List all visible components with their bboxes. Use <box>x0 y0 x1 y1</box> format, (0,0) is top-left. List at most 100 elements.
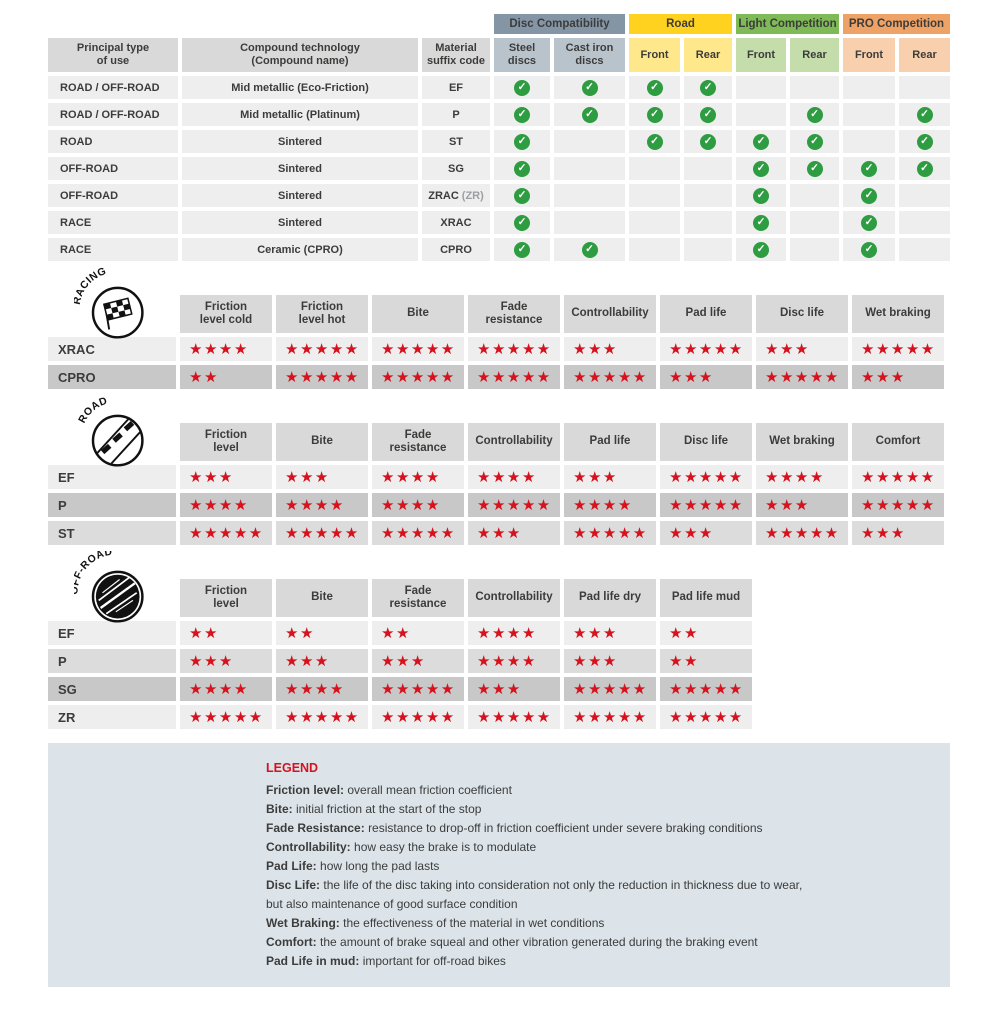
tech-cell: Sintered <box>182 130 418 153</box>
code-text: ST <box>448 135 464 148</box>
column-header: Front <box>843 38 895 72</box>
legend-term: Controllability: <box>266 840 351 854</box>
check-cell: ✓ <box>684 130 732 153</box>
check-cell <box>736 76 786 99</box>
star-rating: ★★★ <box>372 649 464 673</box>
legend-term: Comfort: <box>266 935 317 949</box>
row-label: XRAC <box>48 337 176 361</box>
star-rating: ★★ <box>180 365 272 389</box>
check-cell <box>843 103 895 126</box>
check-cell: ✓ <box>899 157 950 180</box>
check-cell: ✓ <box>899 103 950 126</box>
legend-term: Friction level: <box>266 783 345 797</box>
check-cell: ✓ <box>843 211 895 234</box>
legend-term: Bite: <box>266 802 293 816</box>
star-rating: ★★★★★ <box>660 465 752 489</box>
check-cell <box>899 211 950 234</box>
legend-item: but also maintenance of good surface con… <box>266 895 920 914</box>
star-rating: ★★★★ <box>468 621 560 645</box>
check-cell <box>843 130 895 153</box>
check-icon: ✓ <box>861 241 877 258</box>
check-cell: ✓ <box>790 130 839 153</box>
star-rating: ★★★ <box>852 365 944 389</box>
check-icon: ✓ <box>646 106 663 123</box>
column-header: Rear <box>684 38 732 72</box>
star-column-header: Disc life <box>756 295 848 333</box>
star-rating: ★★★★★ <box>660 493 752 517</box>
star-rating: ★★★★★ <box>564 521 656 545</box>
road-icon: ROAD <box>77 396 144 467</box>
use-cell: ROAD <box>48 130 178 153</box>
row-label: ST <box>48 521 176 545</box>
code-cell: P <box>422 103 490 126</box>
row-label: EF <box>48 465 176 489</box>
check-icon: ✓ <box>700 79 716 96</box>
check-icon: ✓ <box>753 160 769 177</box>
racing-table: Friction level cold Friction level hot Bit… <box>48 271 950 389</box>
legend-def: important for off-road bikes <box>362 954 506 968</box>
use-cell: RACE <box>48 211 178 234</box>
check-cell <box>554 211 625 234</box>
code-text: CPRO <box>440 243 472 256</box>
star-column-header: Controllability <box>468 423 560 461</box>
check-cell: ✓ <box>494 211 550 234</box>
check-cell: ✓ <box>629 76 680 99</box>
legend-item: Bite: initial friction at the start of t… <box>266 800 920 819</box>
check-cell: ✓ <box>736 211 786 234</box>
legend-item: Friction level: overall mean friction co… <box>266 781 920 800</box>
star-rating: ★★★ <box>564 621 656 645</box>
compat-table: Disc Compatibility Road Light Competition P… <box>48 14 950 261</box>
star-column-header: Friction level cold <box>180 295 272 333</box>
star-rating: ★★★★★ <box>276 521 368 545</box>
road-section: ROAD Friction level Bite Fade resistance Co… <box>48 396 950 545</box>
code-cell: EF <box>422 76 490 99</box>
check-icon: ✓ <box>806 133 823 150</box>
star-rating: ★★★ <box>660 521 752 545</box>
code-text: ZRAC <box>428 189 459 202</box>
check-icon: ✓ <box>753 187 769 204</box>
legend-def: overall mean friction coefficient <box>347 783 512 797</box>
star-rating: ★★★★★ <box>852 465 944 489</box>
page: Disc Compatibility Road Light Competition P… <box>48 14 950 987</box>
tech-cell: Sintered <box>182 184 418 207</box>
row-label: CPRO <box>48 365 176 389</box>
legend-term: Pad Life in mud: <box>266 954 360 968</box>
check-icon: ✓ <box>514 187 530 204</box>
star-rating: ★★★ <box>756 337 848 361</box>
star-rating: ★★★★ <box>276 493 368 517</box>
legend-term: Pad Life: <box>266 859 317 873</box>
star-rating: ★★★★ <box>756 465 848 489</box>
legend-def: the life of the disc taking into conside… <box>323 878 803 892</box>
star-column-header: Controllability <box>564 295 656 333</box>
star-rating: ★★ <box>372 621 464 645</box>
row-label: P <box>48 649 176 673</box>
star-rating: ★★ <box>660 621 752 645</box>
check-cell: ✓ <box>736 184 786 207</box>
check-icon: ✓ <box>806 160 823 177</box>
check-icon: ✓ <box>700 106 716 123</box>
star-rating: ★★★★ <box>468 465 560 489</box>
checkered-flag <box>102 297 133 330</box>
check-cell: ✓ <box>736 157 786 180</box>
check-cell <box>899 76 950 99</box>
tech-cell: Ceramic (CPRO) <box>182 238 418 261</box>
check-icon: ✓ <box>514 133 530 150</box>
legend-item: Pad Life: how long the pad lasts <box>266 857 920 876</box>
offroad-icon: OFF-ROAD <box>74 551 144 623</box>
star-rating: ★★★★★ <box>660 705 752 729</box>
check-cell: ✓ <box>629 130 680 153</box>
star-column-header: Bite <box>276 579 368 617</box>
check-cell <box>790 238 839 261</box>
check-cell <box>684 238 732 261</box>
row-label: EF <box>48 621 176 645</box>
star-rating: ★★★★ <box>372 493 464 517</box>
group-header-2: Road <box>629 14 732 34</box>
star-column-header: Fade resistance <box>468 295 560 333</box>
check-icon: ✓ <box>916 106 933 123</box>
check-icon: ✓ <box>514 214 530 231</box>
star-rating: ★★★ <box>564 337 656 361</box>
check-icon: ✓ <box>514 79 530 96</box>
code-text: SG <box>448 162 464 175</box>
star-rating: ★★★ <box>180 465 272 489</box>
